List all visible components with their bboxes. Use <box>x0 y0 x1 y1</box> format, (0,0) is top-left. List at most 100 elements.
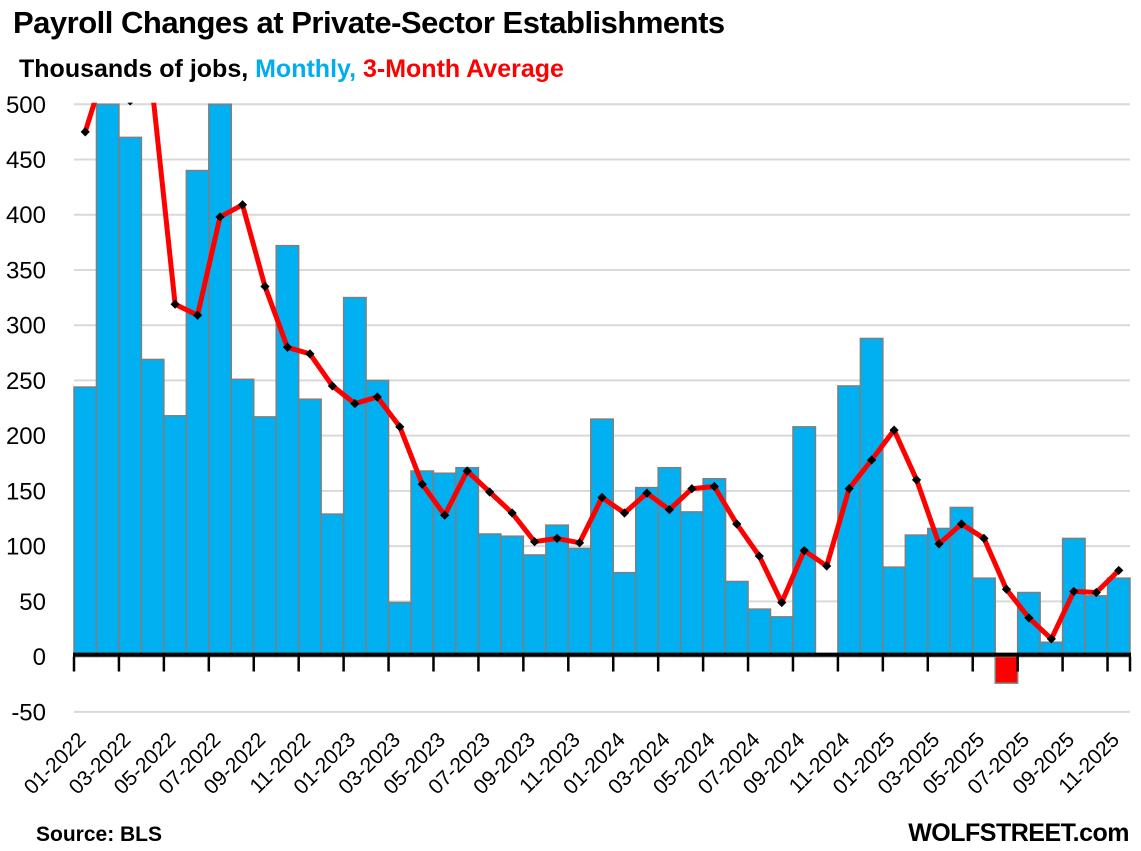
source-label: Source: BLS <box>36 823 163 846</box>
bar-03-2024 <box>657 466 682 658</box>
bar-02-2022 <box>95 103 120 658</box>
y-tick-label-150: 150 <box>6 478 46 505</box>
average-point-11-2022 <box>305 349 315 359</box>
average-point-12-2023 <box>597 492 607 503</box>
bar-03-2022 <box>118 136 143 658</box>
bar-06-2022 <box>185 169 210 658</box>
bar-07-2022 <box>208 103 233 658</box>
average-point-04-2022 <box>148 87 157 96</box>
average-point-03-2023 <box>395 422 405 432</box>
bar-06-2023 <box>455 466 480 658</box>
average-point-06-2022 <box>192 310 203 320</box>
average-point-10-2025 <box>1091 587 1101 598</box>
y-tick-label--50: -50 <box>11 699 46 726</box>
y-tick-label-450: 450 <box>6 147 46 174</box>
average-point-03-2024 <box>664 505 675 515</box>
bar-09-2023 <box>522 554 547 658</box>
bar-05-2022 <box>163 415 188 658</box>
average-point-01-2022 <box>80 127 90 137</box>
average-point-03-2022 <box>127 102 133 106</box>
bar-10-2023 <box>545 524 570 658</box>
bar-10-2022 <box>275 244 300 658</box>
bar-08-2023 <box>500 535 525 658</box>
y-tick-label-500: 500 <box>6 92 46 119</box>
bar-03-2023 <box>387 601 412 658</box>
average-point-09-2025 <box>1069 586 1079 597</box>
average-point-07-2022 <box>215 212 225 222</box>
y-tick-label-350: 350 <box>6 257 46 284</box>
bar-02-2024 <box>634 486 659 658</box>
bar-02-2023 <box>365 379 390 658</box>
subtitle-average-legend: 3-Month Average <box>362 55 564 83</box>
bar-06-2024 <box>724 580 749 658</box>
average-point-01-2023 <box>350 399 360 409</box>
average-point-09-2024 <box>799 545 809 556</box>
chart-title: Payroll Changes at Private-Sector Establ… <box>13 5 725 40</box>
bar-08-2024 <box>769 616 794 658</box>
average-point-11-2025 <box>1114 565 1124 576</box>
average-point-08-2022 <box>237 200 248 210</box>
average-point-05-2024 <box>709 481 719 492</box>
subtitle-units-label: Thousands of jobs, <box>19 55 256 83</box>
average-point-05-2022 <box>170 299 180 309</box>
average-point-12-2022 <box>327 381 337 391</box>
average-point-04-2025 <box>956 519 967 529</box>
average-point-08-2025 <box>1046 634 1056 644</box>
average-point-01-2024 <box>619 508 630 518</box>
average-point-09-2023 <box>529 537 540 547</box>
bar-07-2024 <box>747 608 772 658</box>
chart-subtitle: Thousands of jobs, Monthly, 3-Month Aver… <box>19 55 564 84</box>
bar-04-2024 <box>679 511 704 658</box>
bar-11-2023 <box>567 547 592 658</box>
y-tick-label-200: 200 <box>6 423 46 450</box>
average-point-01-2025 <box>889 425 899 435</box>
brand-logo-text: WOLFSTREET.com <box>908 819 1129 847</box>
bar-10-2025 <box>1084 595 1109 658</box>
average-point-08-2024 <box>777 597 787 608</box>
y-tick-label-300: 300 <box>6 313 46 340</box>
bar-11-2025 <box>1106 577 1131 658</box>
bar-01-2024 <box>612 571 637 658</box>
subtitle-monthly-legend: Monthly, <box>255 55 363 83</box>
average-point-07-2025 <box>1024 613 1034 623</box>
average-point-02-2025 <box>911 475 922 485</box>
bar-01-2023 <box>342 296 367 658</box>
average-point-07-2023 <box>485 487 495 497</box>
bar-01-2022 <box>73 386 98 658</box>
average-point-02-2022 <box>103 55 112 64</box>
bar-09-2025 <box>1061 537 1086 658</box>
y-tick-label-250: 250 <box>6 368 46 395</box>
average-point-05-2023 <box>440 510 450 520</box>
bar-06-2025 <box>994 655 1019 684</box>
y-tick-label-0: 0 <box>33 644 46 671</box>
average-point-10-2024 <box>822 561 832 571</box>
y-tick-label-400: 400 <box>6 202 46 229</box>
average-point-11-2023 <box>574 538 585 548</box>
bar-04-2022 <box>140 358 165 658</box>
bar-05-2024 <box>702 477 727 658</box>
bar-07-2023 <box>477 533 502 658</box>
bar-05-2025 <box>971 577 996 658</box>
average-line-group <box>80 55 1124 644</box>
average-point-06-2024 <box>732 519 742 529</box>
average-point-09-2022 <box>260 281 270 292</box>
bar-11-2022 <box>297 398 322 658</box>
bar-01-2025 <box>882 566 907 658</box>
bar-12-2022 <box>320 513 345 658</box>
average-point-03-2025 <box>934 539 944 549</box>
bar-09-2022 <box>252 416 277 658</box>
average-point-04-2023 <box>417 479 427 489</box>
average-point-04-2024 <box>687 484 697 494</box>
y-tick-label-100: 100 <box>6 534 46 561</box>
average-point-05-2025 <box>979 533 989 543</box>
average-point-06-2023 <box>462 466 472 476</box>
bar-12-2023 <box>590 418 614 658</box>
average-point-10-2022 <box>282 342 293 352</box>
bar-02-2025 <box>904 534 929 658</box>
y-tick-label-50: 50 <box>19 589 46 616</box>
bar-12-2024 <box>859 337 884 658</box>
average-point-06-2025 <box>1001 584 1012 594</box>
bar-08-2022 <box>230 378 255 658</box>
average-point-10-2023 <box>552 533 562 543</box>
average-point-08-2023 <box>507 508 517 518</box>
